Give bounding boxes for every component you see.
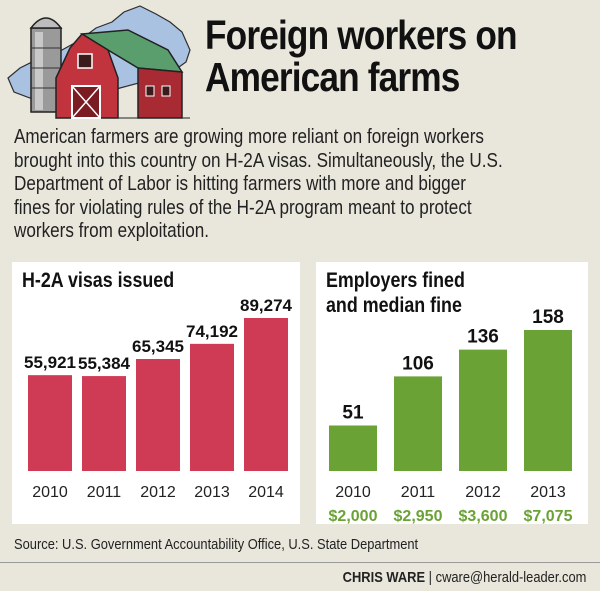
intro-line-4: fines for violating rules of the H-2A pr…	[14, 195, 472, 219]
fines-value-label: 106	[402, 353, 434, 374]
fines-bar	[524, 330, 572, 471]
source-note: Source: U.S. Government Accountability O…	[14, 536, 419, 553]
fines-median-fine-label: $2,950	[394, 508, 443, 524]
fines-value-label: 51	[342, 402, 364, 423]
visas-value-label: 74,192	[186, 322, 238, 341]
fines-bar	[459, 349, 507, 471]
visas-chart-title-text: H-2A visas issued	[22, 269, 175, 292]
fines-chart-title-line-2: and median fine	[326, 294, 462, 317]
fines-bar	[394, 376, 442, 471]
visas-bar	[82, 376, 126, 471]
visas-chart-title: H-2A visas issued	[22, 268, 174, 293]
visas-bar	[136, 359, 180, 471]
visas-tick-label: 2011	[87, 484, 122, 501]
fines-value-label: 158	[532, 307, 564, 328]
header: Foreign workers on American farms	[0, 0, 600, 125]
barn-illustration	[7, 5, 191, 119]
barn-icon	[55, 29, 190, 119]
intro-text: American farmers are growing more relian…	[14, 125, 515, 243]
fines-chart-title-line-1: Employers fined	[326, 269, 465, 292]
fines-median-fine-label: $2,000	[329, 508, 378, 524]
fines-bar	[329, 425, 377, 471]
visas-bar	[28, 375, 72, 471]
visas-tick-label: 2013	[194, 484, 230, 501]
visas-chart: 55,921 2010 55,384 2011 65,345 2012 74,192 2013…	[24, 296, 293, 501]
visas-bar	[190, 343, 234, 471]
credit-line: CHRIS WARE | cware@herald-leader.com	[342, 569, 586, 586]
intro-line-2: brought into this country on H-2A visas.…	[14, 148, 503, 172]
intro-line-1: American farmers are growing more relian…	[14, 125, 484, 148]
fines-tick-label: 2010	[335, 484, 371, 501]
visas-value-label: 55,921	[24, 353, 76, 372]
visas-value-label: 89,274	[240, 296, 293, 315]
page-title: Foreign workers on American farms	[205, 14, 540, 98]
fines-chart: 51 2010 $2,000 106 2011 $2,950 136 2012 $3,600 15…	[329, 307, 573, 524]
intro-line-5: workers from exploitation.	[14, 219, 210, 242]
title-line-2: American farms	[205, 54, 460, 100]
visas-tick-label: 2014	[248, 484, 284, 501]
fines-tick-label: 2013	[530, 484, 566, 501]
visas-chart-panel: 55,921 2010 55,384 2011 65,345 2012 74,192 2013…	[12, 262, 300, 524]
visas-value-label: 65,345	[132, 337, 184, 356]
fines-value-label: 136	[467, 327, 499, 348]
visas-value-label: 55,384	[78, 354, 131, 373]
fines-median-fine-label: $7,075	[524, 508, 573, 524]
fines-tick-label: 2012	[465, 484, 501, 501]
visas-bar	[244, 318, 288, 471]
title-line-1: Foreign workers on	[205, 12, 518, 58]
fines-chart-panel: 51 2010 $2,000 106 2011 $2,950 136 2012 $3,600 15…	[316, 262, 588, 524]
credit-separator: |	[424, 569, 436, 586]
fines-chart-title: Employers fined and median fine	[326, 268, 465, 318]
visas-tick-label: 2010	[32, 484, 68, 501]
fines-tick-label: 2011	[401, 484, 436, 501]
credit-email: cware@herald-leader.com	[435, 569, 586, 586]
footer-divider	[0, 562, 600, 563]
credit-name: CHRIS WARE	[342, 569, 425, 586]
visas-tick-label: 2012	[140, 484, 176, 501]
intro-line-3: Department of Labor is hitting farmers w…	[14, 172, 466, 195]
fines-median-fine-label: $3,600	[459, 508, 508, 524]
